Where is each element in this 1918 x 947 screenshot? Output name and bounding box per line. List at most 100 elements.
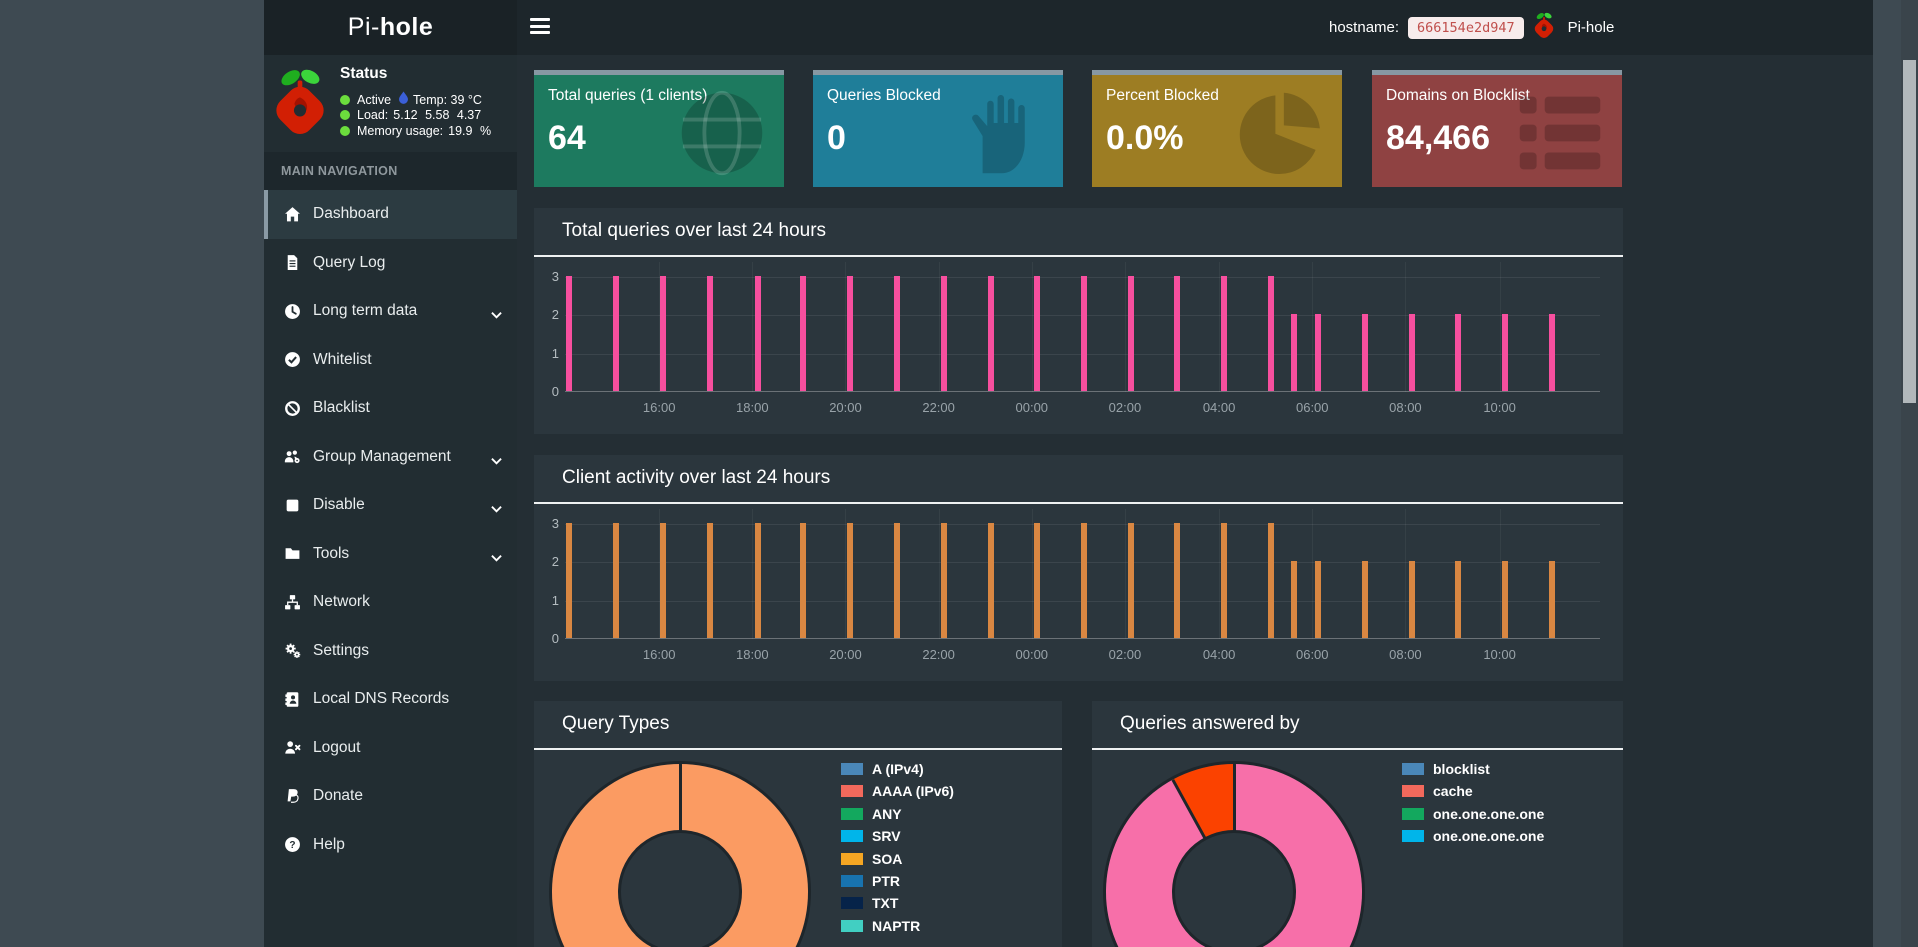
chart-bar [660,276,667,391]
chart-bar [1033,276,1040,391]
summary-card-value: 0.0% [1106,119,1184,157]
sidebar-item-group-management[interactable]: Group Management [264,433,517,482]
legend-item-ptr[interactable]: PTR [841,874,954,888]
hostname-badge: 666154e2d947 [1408,16,1524,39]
x-axis-tick: 08:00 [1389,647,1422,662]
sidebar-item-dashboard[interactable]: Dashboard [264,190,517,239]
gridline [938,262,940,392]
sidebar-item-label: Local DNS Records [313,690,450,708]
chart-bar [894,523,901,638]
status-dot [340,125,350,136]
chevron-down-icon [491,306,502,324]
chart-bar [706,523,713,638]
sidebar-toggle-hamburger-icon[interactable] [530,18,550,36]
sidebar-item-blacklist[interactable]: Blacklist [264,384,517,433]
summary-card-title: Percent Blocked [1106,87,1219,104]
summary-card-title: Total queries (1 clients) [548,87,708,104]
legend-label: blocklist [1433,761,1490,777]
client-activity-bar-chart[interactable]: 0 1 2 3 16:00 18:00 20:00 22:00 00:00 02:00 04:00 0… [552,509,1600,662]
sidebar-item-long-term-data[interactable]: Long term data [264,287,517,336]
x-axis-line [565,638,1600,639]
legend-item-soa[interactable]: SOA [841,850,954,867]
sidebar-item-help[interactable]: ? Help [264,821,517,870]
pie-icon [1234,87,1326,184]
chart-bar [894,276,901,391]
sidebar-item-query-log[interactable]: Query Log [264,239,517,288]
x-axis-tick: 02:00 [1108,400,1142,415]
hostname-label: hostname: [1329,19,1400,36]
legend-swatch [841,852,863,865]
summary-card-value: 64 [548,119,586,157]
legend-item-one-one-one-one[interactable]: one.one.one.one [1402,805,1545,822]
status-load-label: Load: [357,108,389,123]
chart-bar [612,523,619,638]
sidebar-item-network[interactable]: Network [264,578,517,627]
sidebar-item-label: Disable [313,496,365,514]
chart-bar [1128,523,1135,638]
sidebar-item-logout[interactable]: Logout [264,724,517,773]
legend-label: ANY [872,805,902,822]
sidebar-item-donate[interactable]: Donate [264,772,517,821]
x-axis-tick: 18:00 [736,647,769,662]
query-types-card: Query Types A (IPv4) AAAA (IPv6) ANY SRV SOA… [534,701,1062,947]
gridline [1124,509,1126,639]
legend-swatch [841,807,863,820]
gridline [1219,262,1221,392]
gridline [1219,509,1221,639]
page-scrollbar[interactable] [1901,0,1918,947]
status-row-memory: Memory usage: 19.9 % [340,123,491,139]
gridline [1499,509,1501,639]
sidebar-item-whitelist[interactable]: Whitelist [264,336,517,385]
gridline [752,509,754,639]
summary-card-domains-on-blocklist: Domains on Blocklist 84,466 [1372,70,1622,187]
status-load-values: 5.12 5.58 4.37 [393,108,482,123]
chart-bar [1501,561,1508,638]
legend-item-aaaa-ipv6-[interactable]: AAAA (IPv6) [841,783,954,800]
legend-item-txt[interactable]: TXT [841,895,954,912]
sidebar-item-label: Dashboard [313,205,389,223]
user-times-icon [282,739,302,757]
legend-label: TXT [872,895,899,912]
legend-item-naptr[interactable]: NAPTR [841,917,954,934]
chart-bar [988,276,995,391]
sidebar-item-label: Tools [313,544,350,562]
summary-card-title: Domains on Blocklist [1386,87,1530,104]
legend-label: AAAA (IPv6) [872,783,954,800]
legend-item-a-ipv4-[interactable]: A (IPv4) [841,762,954,776]
scrollbar-thumb[interactable] [1903,60,1916,403]
legend-item-any[interactable]: ANY [841,805,954,822]
chart-bar [940,523,947,638]
gridline [1312,509,1314,639]
chart-bar [1549,314,1556,391]
legend-swatch [841,919,863,932]
chart-bar [1173,523,1180,638]
x-axis-tick: 00:00 [1015,400,1049,415]
query-types-donut-chart[interactable] [549,761,811,947]
chart-bar [1221,276,1228,391]
sitemap-icon [282,593,302,611]
sidebar-item-local-dns-records[interactable]: Local DNS Records [264,675,517,724]
chevron-down-icon [491,549,502,567]
chart-bar [940,276,947,391]
chart-bar [800,523,807,638]
legend-label: NAPTR [872,917,921,934]
legend-item-srv[interactable]: SRV [841,829,954,843]
queries-answered-by-donut-chart[interactable] [1103,761,1365,947]
legend-item-cache[interactable]: cache [1402,784,1544,798]
chart-bar [660,523,667,638]
chart-bar [1501,314,1508,391]
legend-item-one-one-one-one[interactable]: one.one.one.one [1402,829,1544,843]
legend-item-blocklist[interactable]: blocklist [1402,761,1544,777]
chart-title: Total queries over last 24 hours [562,220,827,241]
total-queries-bar-chart[interactable]: 0 1 2 3 16:00 18:00 20:00 22:00 00:00 02:00 04:00 0… [552,262,1600,415]
sidebar-item-label: Group Management [313,447,451,465]
sidebar-item-tools[interactable]: Tools [264,530,517,579]
legend-label: one.one.one.one [1433,805,1545,822]
legend-label: SOA [872,850,903,867]
y-axis-tick: 0 [551,384,559,399]
status-row-load: Load: 5.12 5.58 4.37 [340,108,491,124]
sidebar-item-disable[interactable]: Disable [264,481,517,530]
x-axis-tick: 18:00 [736,400,769,415]
x-axis-tick: 16:00 [642,400,676,415]
sidebar-item-settings[interactable]: Settings [264,627,517,676]
